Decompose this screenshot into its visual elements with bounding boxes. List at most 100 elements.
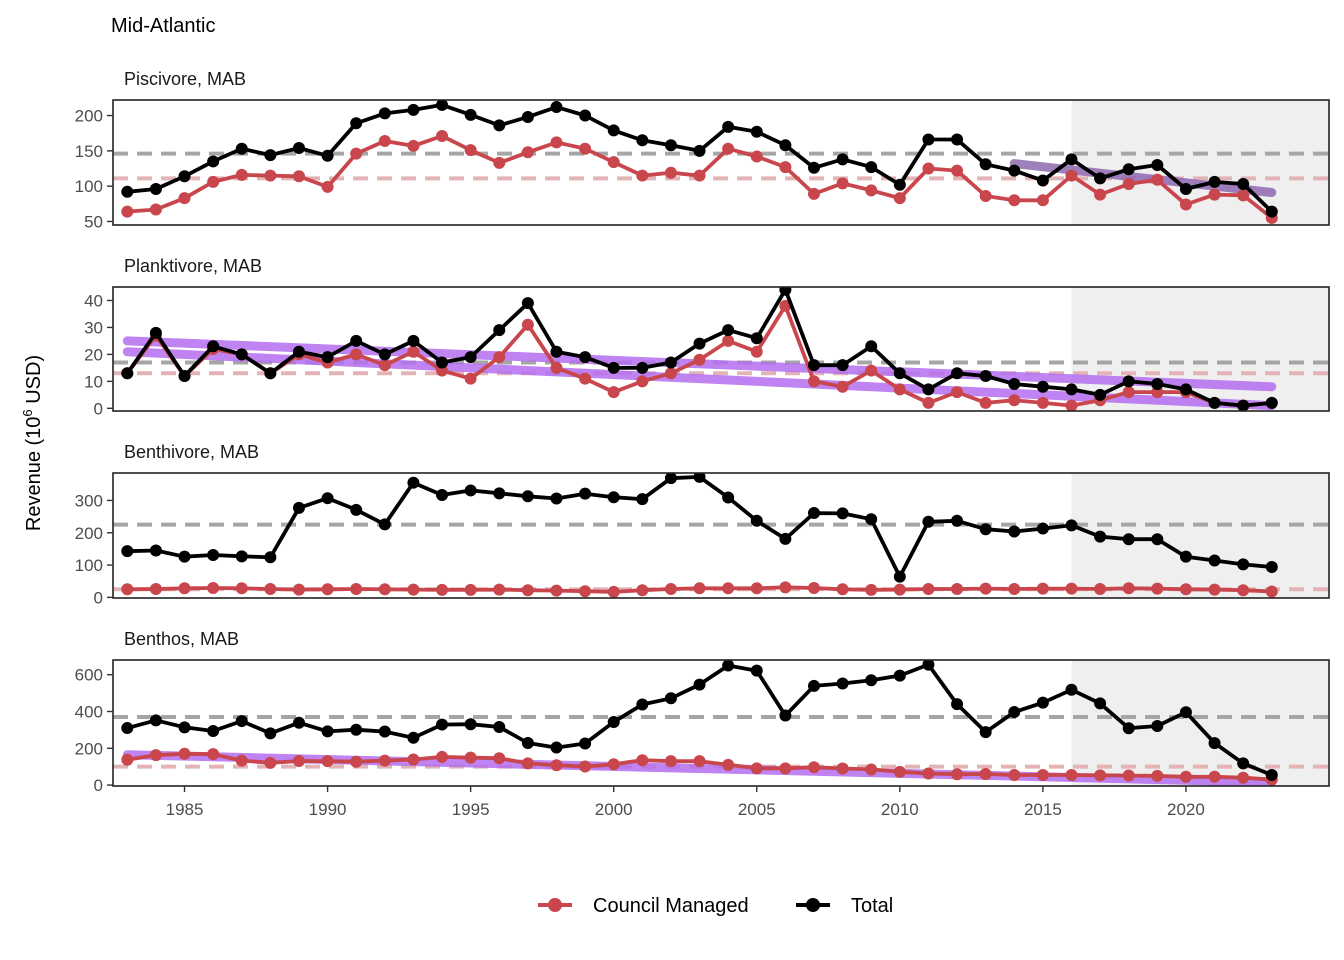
total-point — [350, 117, 363, 130]
recent-period-shade — [1071, 473, 1329, 598]
total-point — [292, 345, 305, 358]
total-point — [207, 725, 220, 738]
total-point — [979, 369, 992, 382]
council-managed-point — [693, 353, 706, 366]
y-axis-label-tail: USD) — [23, 355, 45, 409]
council-managed-point — [836, 380, 849, 393]
total-point — [779, 139, 792, 152]
council-managed-point — [321, 583, 334, 596]
council-managed-point — [1179, 583, 1192, 596]
council-managed-point — [722, 142, 735, 155]
panel-frame — [112, 659, 1330, 787]
y-axis-label: Revenue (106 USD) — [20, 355, 45, 531]
total-point — [951, 367, 964, 380]
council-managed-point — [1151, 582, 1164, 595]
total-point — [865, 674, 878, 687]
total-point — [235, 715, 248, 728]
total-point — [693, 144, 706, 157]
total-point — [1265, 205, 1278, 218]
legend-item: Total — [796, 895, 893, 917]
panel-4: Benthos, MAB 0 200 400 600 — [75, 629, 1330, 795]
total-point — [1151, 378, 1164, 391]
total-point — [607, 361, 620, 374]
council-managed-point — [207, 175, 220, 188]
total-point — [607, 715, 620, 728]
council-managed-point — [693, 755, 706, 768]
total-point — [979, 726, 992, 739]
council-managed-point — [464, 144, 477, 157]
total-point — [807, 161, 820, 174]
council-managed-point — [1094, 188, 1107, 201]
total-point — [407, 731, 420, 744]
x-tick-label: 1995 — [452, 800, 490, 819]
panel-frame — [112, 472, 1330, 599]
total-point — [636, 698, 649, 711]
council-managed-point — [407, 345, 420, 358]
y-tick-label: 100 — [75, 177, 103, 196]
y-tick-label: 0 — [94, 399, 103, 418]
council-managed-point — [836, 762, 849, 775]
total-point — [693, 473, 706, 483]
council-managed-point — [178, 747, 191, 760]
y-tick-label: 0 — [94, 776, 103, 795]
council-managed-point — [493, 351, 506, 364]
council-managed-point — [292, 583, 305, 596]
council-managed-point — [1065, 399, 1078, 411]
panel-title: Benthos, MAB — [124, 629, 239, 649]
total-point — [1237, 399, 1250, 411]
council-managed-point — [607, 156, 620, 169]
council-managed-point — [321, 755, 334, 768]
panel-2: Planktivore, MAB 0 10 20 30 40 — [84, 256, 1330, 418]
council-managed-point — [1208, 583, 1221, 596]
council-managed-point — [493, 156, 506, 169]
council-managed-point — [693, 169, 706, 182]
council-managed-point — [779, 581, 792, 594]
total-point — [1094, 530, 1107, 543]
x-tick-label: 2020 — [1167, 800, 1205, 819]
council-managed-point — [636, 584, 649, 597]
total-point — [1265, 768, 1278, 781]
council-managed-point — [1008, 768, 1021, 781]
council-managed-point — [464, 751, 477, 764]
council-managed-point — [1036, 194, 1049, 207]
total-point — [722, 491, 735, 504]
council-managed-point — [378, 754, 391, 767]
total-point — [1036, 380, 1049, 393]
total-point — [1179, 550, 1192, 563]
x-axis: 1985 1990 1995 2000 2005 2010 2015 2020 — [166, 786, 1205, 819]
total-point — [893, 367, 906, 380]
total-point — [464, 108, 477, 121]
council-managed-point — [1008, 582, 1021, 595]
council-managed-point — [292, 170, 305, 183]
total-point — [722, 120, 735, 133]
council-managed-point — [378, 359, 391, 372]
y-tick-label: 200 — [75, 524, 103, 543]
total-point — [1094, 697, 1107, 710]
total-point — [722, 660, 735, 672]
total-point — [207, 340, 220, 353]
total-point — [149, 326, 162, 339]
council-managed-point — [1036, 396, 1049, 409]
total-point — [1008, 525, 1021, 538]
total-point — [664, 692, 677, 705]
council-managed-point — [664, 166, 677, 179]
council-managed-point — [493, 752, 506, 765]
x-tick-label: 2005 — [738, 800, 776, 819]
total-point — [149, 182, 162, 195]
council-managed-point — [893, 765, 906, 778]
y-tick-label: 200 — [75, 107, 103, 126]
council-managed-point — [235, 168, 248, 181]
total-point — [836, 359, 849, 372]
council-managed-point — [1151, 173, 1164, 186]
total-point — [922, 383, 935, 396]
council-managed-point — [1036, 582, 1049, 595]
council-managed-point — [722, 334, 735, 347]
y-axis-label-superscript: 6 — [20, 409, 35, 416]
total-point — [1065, 153, 1078, 166]
total-point — [1065, 519, 1078, 532]
council-managed-point — [407, 753, 420, 766]
total-point — [436, 718, 449, 731]
council-managed-point — [149, 749, 162, 762]
total-point — [1151, 720, 1164, 733]
total-point — [464, 351, 477, 364]
